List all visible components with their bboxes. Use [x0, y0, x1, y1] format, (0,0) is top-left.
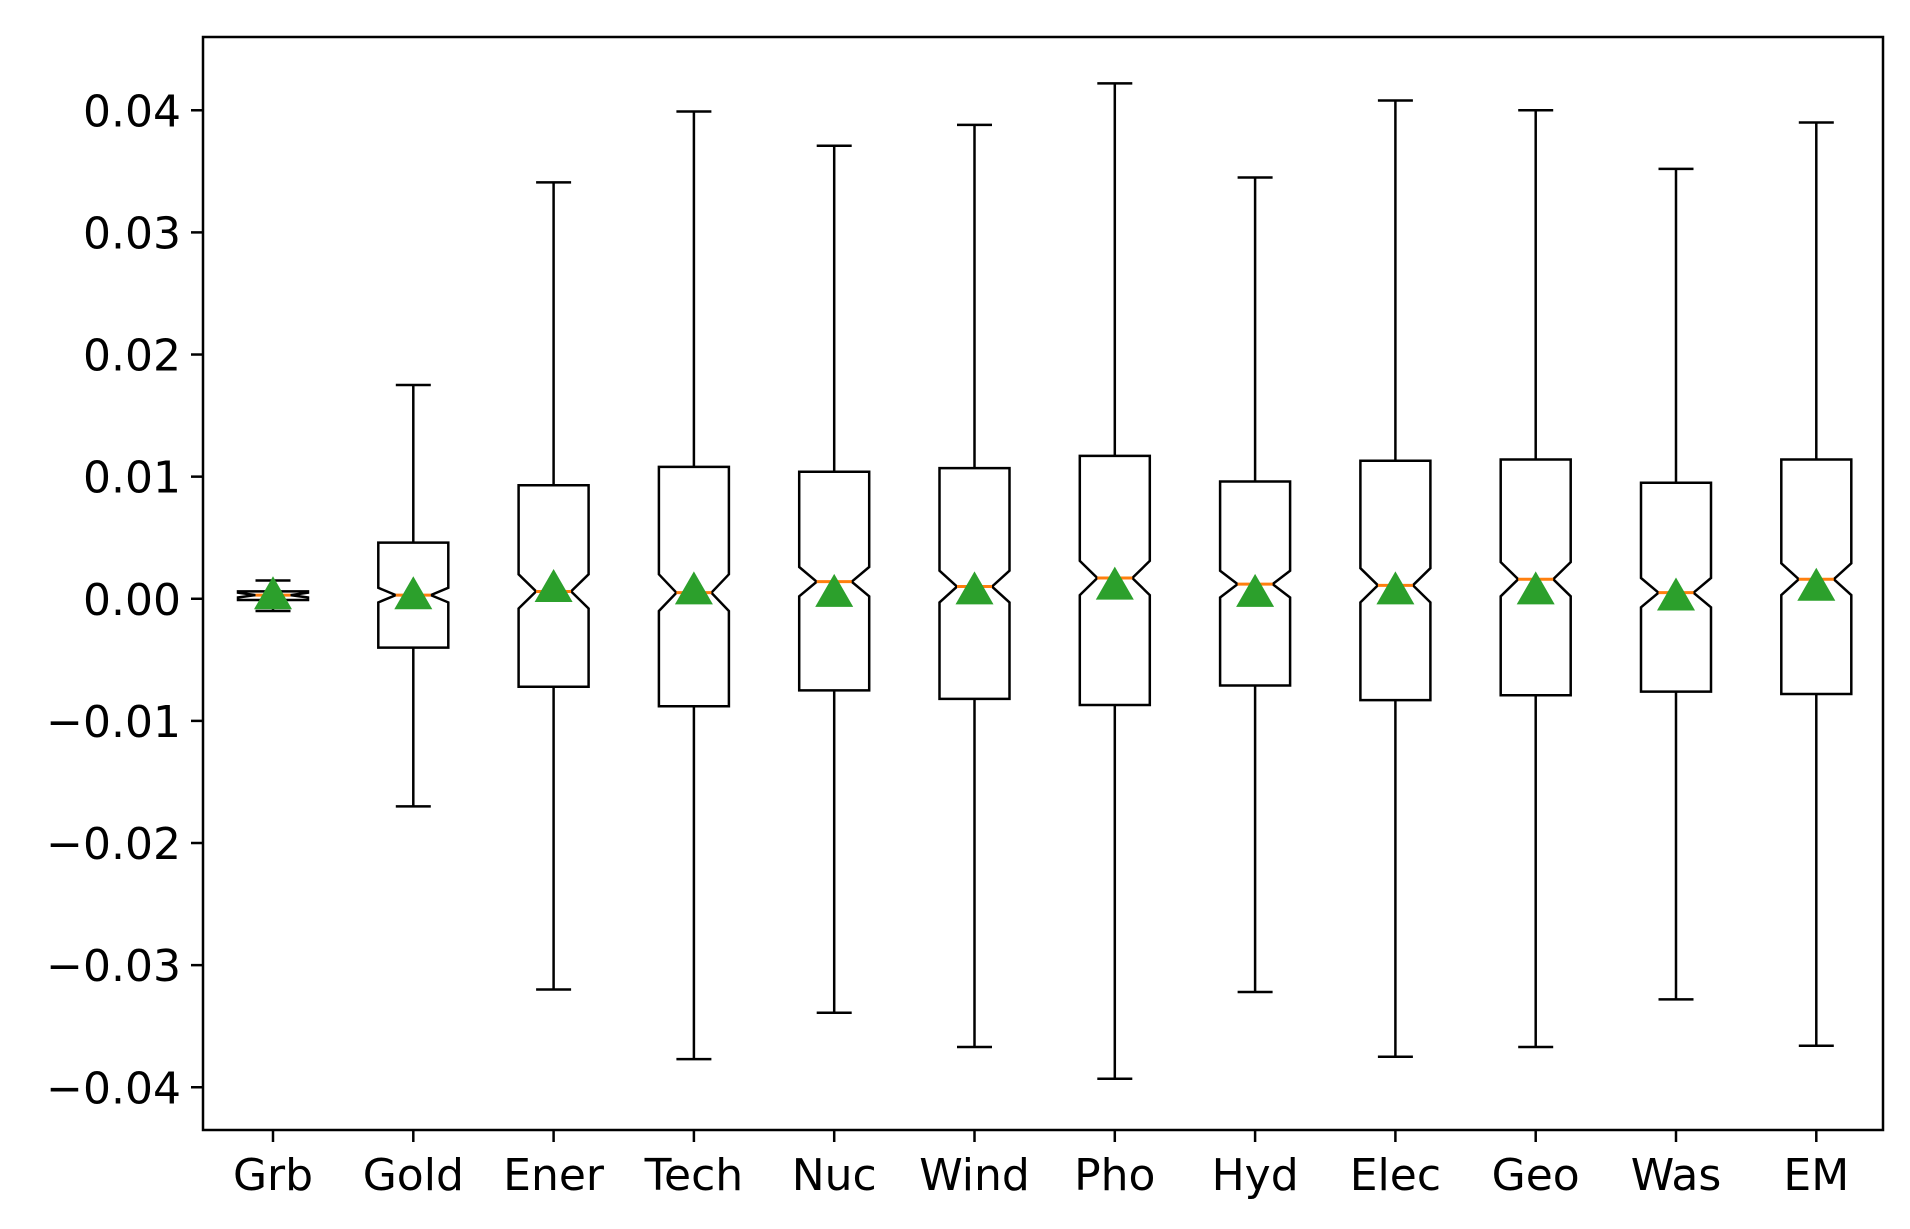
box-tech — [657, 110, 731, 1061]
y-tick-label: 0.03 — [83, 208, 181, 259]
box-body — [236, 590, 310, 602]
mean-marker — [955, 571, 994, 605]
box-body — [657, 465, 731, 708]
x-tick-label: Tech — [644, 1150, 744, 1201]
x-tick-label: Was — [1631, 1150, 1722, 1201]
mean-marker — [1236, 573, 1275, 607]
y-tick-label: −0.01 — [46, 697, 181, 748]
box-body — [1218, 480, 1292, 687]
box-ener — [517, 181, 590, 991]
x-tick-label: Elec — [1350, 1150, 1441, 1201]
box-elec — [1359, 99, 1432, 1058]
y-tick-label: −0.02 — [46, 819, 181, 870]
box-wind — [938, 123, 1011, 1049]
box-grb — [236, 576, 310, 613]
box-gold — [377, 383, 450, 808]
box-geo — [1499, 109, 1572, 1049]
mean-marker — [254, 576, 292, 610]
box-series — [236, 82, 1853, 1080]
y-tick-label: −0.03 — [46, 941, 181, 992]
box-body — [377, 541, 450, 649]
mean-marker — [1095, 566, 1134, 600]
mean-marker — [815, 573, 854, 607]
box-body — [1780, 458, 1853, 696]
x-tick-label: Pho — [1074, 1150, 1155, 1201]
box-body — [1499, 458, 1572, 697]
mean-marker — [534, 569, 573, 602]
mean-marker — [394, 576, 433, 610]
mean-marker — [1657, 577, 1695, 611]
y-tick-label: 0.01 — [83, 453, 181, 504]
box-body — [797, 470, 871, 692]
y-tick-label: 0.00 — [83, 575, 181, 626]
plot-frame — [201, 35, 1885, 1132]
box-body — [1359, 459, 1432, 702]
box-hyd — [1218, 176, 1292, 994]
y-tick-label: 0.02 — [83, 331, 181, 382]
box-em — [1780, 121, 1853, 1047]
x-tick-label: Wind — [919, 1150, 1030, 1201]
box-body — [517, 483, 590, 688]
x-tick-label: Geo — [1492, 1150, 1580, 1201]
box-body — [1639, 481, 1713, 693]
box-pho — [1078, 82, 1152, 1080]
x-tick-label: Nuc — [792, 1150, 877, 1201]
mean-marker — [1797, 567, 1836, 601]
mean-marker — [1516, 571, 1555, 605]
x-tick-label: Grb — [233, 1150, 313, 1201]
y-tick-label: −0.04 — [46, 1063, 181, 1114]
box-nuc — [797, 144, 871, 1015]
x-tick-label: Hyd — [1212, 1150, 1299, 1201]
box-body — [1078, 454, 1152, 707]
mean-marker — [674, 571, 713, 605]
y-tick-label: 0.04 — [83, 86, 181, 137]
mean-marker — [1376, 571, 1415, 605]
box-body — [938, 466, 1011, 701]
x-axis: Grb Gold Ener Tech Nuc Wind Pho Hyd Elec Geo Was EM — [233, 1130, 1849, 1201]
x-tick-label: Ener — [503, 1150, 605, 1201]
box-was — [1639, 167, 1713, 1001]
x-tick-label: Gold — [363, 1150, 464, 1201]
x-tick-label: EM — [1783, 1150, 1849, 1201]
y-axis: −0.04 −0.03 −0.02 −0.01 0.00 0.01 0.02 0.03 0.04 — [46, 86, 203, 1114]
